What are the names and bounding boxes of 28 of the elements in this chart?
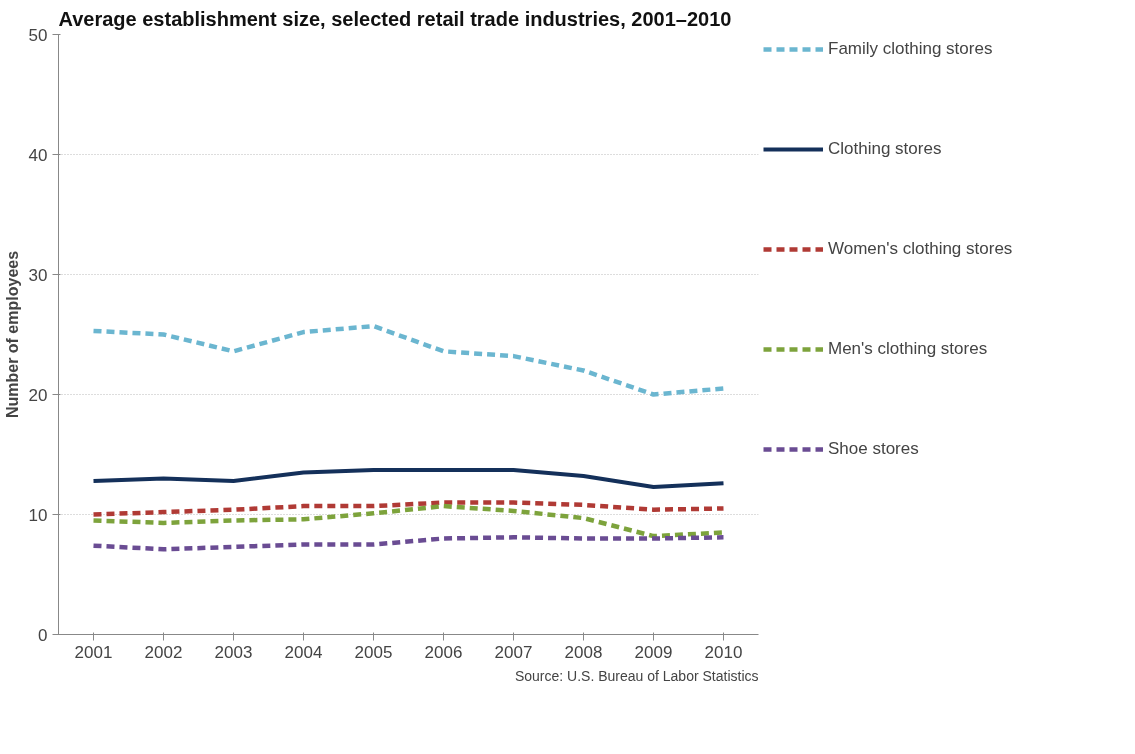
- y-tick-label: 40: [28, 145, 48, 165]
- x-tick-label: 2008: [564, 642, 603, 662]
- y-tick-label: 10: [28, 505, 48, 525]
- line-series: [91, 323, 726, 397]
- line-series: [91, 500, 726, 517]
- line-series: [91, 535, 726, 552]
- x-tick-label: 2009: [634, 642, 673, 662]
- y-tick-label: 50: [28, 25, 48, 45]
- x-tick-label: 2001: [74, 642, 113, 662]
- legend-label: Clothing stores: [828, 139, 942, 159]
- line-series: [91, 468, 726, 489]
- legend-label: Shoe stores: [828, 439, 919, 459]
- legend-label: Women's clothing stores: [828, 239, 1013, 259]
- chart-title: Average establishment size, selected retail trade industries, 2001–2010: [58, 7, 732, 30]
- x-tick-label: 2005: [354, 642, 393, 662]
- source-note: Source: U.S. Bureau of Labor Statistics: [514, 667, 759, 684]
- x-tick-label: 2003: [214, 642, 253, 662]
- y-tick-label: 0: [38, 625, 48, 645]
- legend-label: Family clothing stores: [828, 39, 993, 59]
- x-tick-label: 2002: [144, 642, 183, 662]
- legend-label: Men's clothing stores: [828, 339, 988, 359]
- x-tick-label: 2004: [284, 642, 323, 662]
- x-tick-label: 2006: [424, 642, 463, 662]
- x-tick-label: 2010: [704, 642, 743, 662]
- y-axis-title: Number of employees: [3, 250, 21, 419]
- x-tick-label: 2007: [494, 642, 533, 662]
- y-tick-label: 30: [28, 265, 48, 285]
- y-tick-label: 20: [28, 385, 48, 405]
